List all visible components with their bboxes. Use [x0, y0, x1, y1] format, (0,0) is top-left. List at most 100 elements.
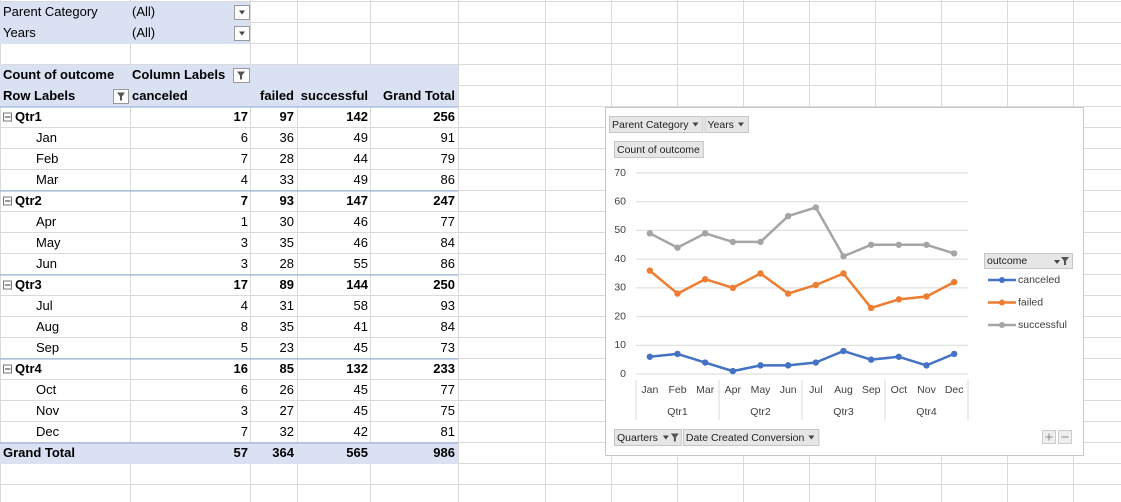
series-line: [649, 349, 955, 373]
point: [840, 347, 847, 355]
cell: 46: [354, 235, 368, 250]
cell: 45: [354, 382, 368, 397]
point: [729, 238, 737, 246]
point: [757, 362, 764, 369]
y-tick-label: 10: [614, 339, 626, 351]
value-button-text: Count of outcome: [617, 144, 700, 156]
point: [895, 241, 903, 248]
cell: 7: [241, 424, 248, 439]
legend-label: successful: [1018, 319, 1067, 331]
cell: 36: [280, 130, 294, 145]
group-total: 247: [433, 193, 455, 208]
point: [840, 253, 847, 260]
filter-bg: [0, 23, 250, 44]
legend-title: outcome: [987, 255, 1027, 267]
filter-value: (All): [132, 25, 155, 40]
column-header: successful: [301, 88, 368, 103]
cell: 55: [354, 256, 368, 271]
series-line: [649, 269, 955, 310]
point: [757, 238, 764, 246]
axis-field-button[interactable]: [682, 429, 820, 446]
group-label: Qtr2: [15, 193, 42, 208]
row-label: Aug: [36, 319, 59, 334]
point: [757, 270, 764, 277]
point: [895, 296, 903, 303]
y-tick-label: 60: [614, 195, 626, 207]
group-total: 17: [234, 277, 248, 292]
cell: 93: [441, 298, 455, 313]
cell: 44: [354, 151, 368, 166]
y-tick-label: 40: [614, 253, 626, 265]
point: [950, 278, 958, 286]
point: [867, 241, 875, 248]
cell: 33: [280, 172, 294, 187]
filter-icon: [670, 433, 679, 442]
column-header: canceled: [132, 88, 188, 103]
cell: 27: [280, 403, 294, 418]
cell: 6: [241, 130, 248, 145]
grand-total: 57: [234, 445, 248, 460]
cell: 4: [241, 172, 248, 187]
corner-label: Count of outcome: [3, 67, 114, 82]
x-tick-label: Dec: [945, 384, 964, 396]
series-line: [649, 206, 955, 258]
group-total: 132: [346, 361, 368, 376]
point: [701, 276, 709, 283]
cell: 77: [441, 214, 455, 229]
group-total: 17: [234, 109, 248, 124]
grand-total-bg: [0, 443, 458, 464]
row-label: Oct: [36, 382, 57, 397]
cell: 35: [280, 319, 294, 334]
filter-value: (All): [132, 4, 155, 19]
field-button[interactable]: [704, 116, 749, 133]
field-button-text: Years: [707, 119, 733, 131]
value-button[interactable]: [614, 141, 704, 158]
field-button[interactable]: [609, 116, 704, 133]
y-tick-label: 30: [614, 282, 626, 294]
x-tick-label: Jan: [641, 384, 658, 396]
axis-field-button[interactable]: [614, 429, 682, 446]
cell: 41: [354, 319, 368, 334]
cell: 45: [354, 340, 368, 355]
point: [840, 270, 847, 277]
filter-icon: [237, 71, 245, 80]
group-total: 85: [280, 361, 294, 376]
x-tick-label: Aug: [834, 384, 853, 396]
x-tick-label: Jul: [809, 384, 822, 396]
row-label: Sep: [36, 340, 59, 355]
dropdown-arrow: [662, 435, 669, 440]
row-label: Jan: [36, 130, 57, 145]
group-label: Qtr4: [15, 361, 43, 376]
x-tick-label: Nov: [917, 384, 936, 396]
point: [950, 350, 958, 358]
x-group-label: Qtr1: [667, 406, 688, 418]
x-tick-label: May: [751, 384, 772, 396]
cell: 73: [441, 340, 455, 355]
group-total: 233: [433, 361, 455, 376]
row-label: May: [36, 235, 61, 250]
row-label: Apr: [36, 214, 57, 229]
filter-icon: [117, 92, 125, 101]
group-total: 147: [346, 193, 368, 208]
cell: 58: [354, 298, 368, 313]
group-total: 16: [234, 361, 248, 376]
x-tick-label: Feb: [668, 384, 686, 396]
cell: 4: [241, 298, 248, 313]
point: [729, 367, 737, 375]
row-label: Jun: [36, 256, 57, 271]
dropdown-arrow: [239, 31, 245, 36]
cell: 23: [280, 340, 294, 355]
y-tick-label: 20: [614, 310, 626, 322]
cell: 3: [241, 235, 248, 250]
point: [895, 353, 903, 360]
dropdown-arrow: [737, 122, 744, 127]
cell: 86: [441, 256, 455, 271]
grand-total: 986: [433, 445, 455, 460]
row-label: Jul: [36, 298, 53, 313]
group-total: 142: [346, 109, 368, 124]
row-label: Nov: [36, 403, 60, 418]
cell: 45: [354, 403, 368, 418]
axis-field-button-text: Date Created Conversion: [686, 432, 805, 444]
legend-button[interactable]: [984, 253, 1073, 269]
